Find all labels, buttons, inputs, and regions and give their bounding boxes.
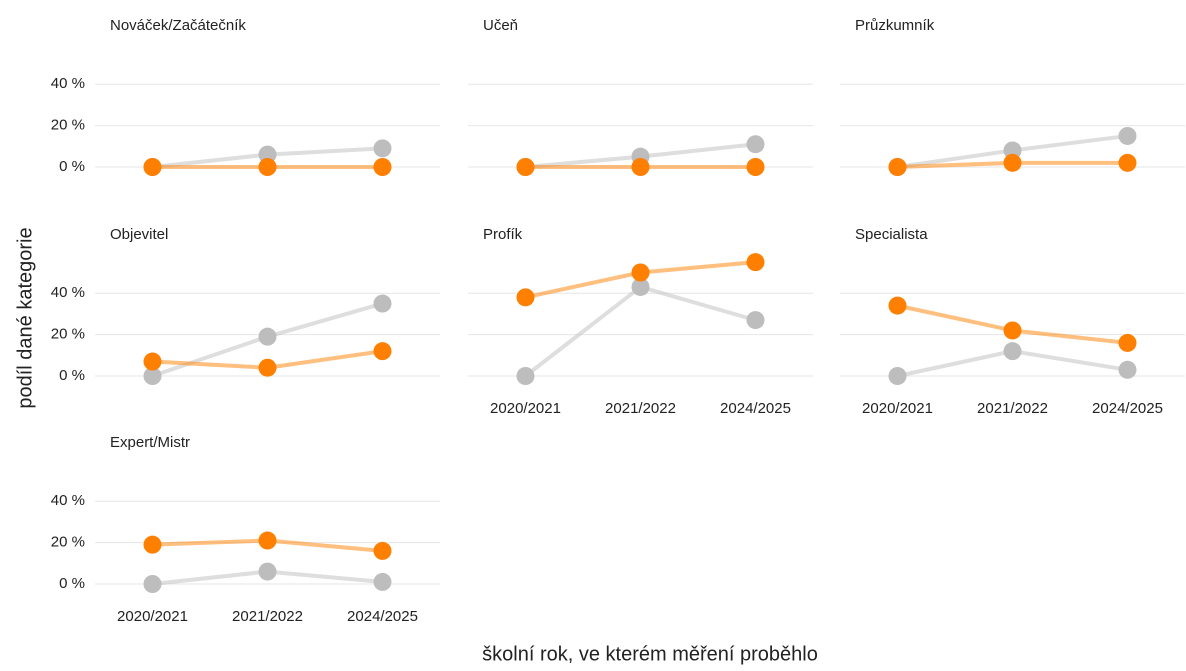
y-tick-label: 40 % (51, 492, 85, 509)
panel-title: Specialista (855, 226, 928, 243)
point (373, 572, 392, 591)
point (143, 352, 162, 371)
point (516, 158, 535, 176)
point (258, 145, 277, 164)
point (1118, 360, 1137, 379)
point (373, 139, 392, 158)
point (373, 541, 392, 560)
y-tick-label: 0 % (59, 367, 85, 384)
x-tick-label: 2020/2021 (490, 400, 561, 417)
panel-title: Nováček/Začátečník (110, 17, 246, 34)
point (1003, 153, 1022, 172)
point (888, 296, 907, 315)
x-tick-label: 2021/2022 (977, 400, 1048, 417)
point (373, 294, 392, 313)
point (143, 575, 162, 593)
panel-title: Průzkumník (855, 17, 935, 34)
point (1118, 126, 1137, 145)
y-tick-label: 0 % (59, 158, 85, 175)
point (1118, 153, 1137, 172)
point (746, 158, 765, 176)
point (631, 263, 650, 282)
point (258, 158, 277, 176)
point (516, 367, 535, 385)
point (746, 135, 765, 154)
y-axis-label: podíl dané kategorie (14, 227, 36, 408)
point (258, 531, 277, 550)
point (258, 327, 277, 346)
y-tick-label: 20 % (51, 326, 85, 343)
panel-title: Učeň (483, 17, 518, 34)
point (1003, 141, 1022, 160)
point (631, 277, 650, 296)
x-tick-label: 2024/2025 (347, 608, 418, 625)
x-axis-label: školní rok, ve kterém měření proběhlo (482, 643, 818, 665)
point (746, 253, 765, 272)
point (888, 367, 907, 385)
y-tick-label: 0 % (59, 575, 85, 592)
y-tick-label: 20 % (51, 534, 85, 551)
x-tick-label: 2021/2022 (232, 608, 303, 625)
series-line (524, 284, 757, 378)
x-tick-label: 2020/2021 (117, 608, 188, 625)
point (143, 367, 162, 385)
point (1003, 342, 1022, 361)
panel-title: Expert/Mistr (110, 434, 190, 451)
point (1118, 333, 1137, 352)
x-tick-label: 2020/2021 (862, 400, 933, 417)
y-tick-label: 20 % (51, 117, 85, 134)
y-tick-label: 40 % (51, 284, 85, 301)
panel-title: Objevitel (110, 226, 168, 243)
point (1003, 321, 1022, 340)
point (516, 288, 535, 307)
point (631, 158, 650, 176)
panel-title: Profík (483, 226, 523, 243)
x-tick-label: 2021/2022 (605, 400, 676, 417)
point (258, 358, 277, 377)
point (143, 535, 162, 554)
x-tick-label: 2024/2025 (1092, 400, 1163, 417)
point (258, 562, 277, 581)
point (373, 342, 392, 361)
point (143, 158, 162, 176)
x-tick-label: 2024/2025 (720, 400, 791, 417)
point (746, 311, 765, 330)
point (373, 158, 392, 176)
y-tick-label: 40 % (51, 75, 85, 92)
point (888, 158, 907, 176)
